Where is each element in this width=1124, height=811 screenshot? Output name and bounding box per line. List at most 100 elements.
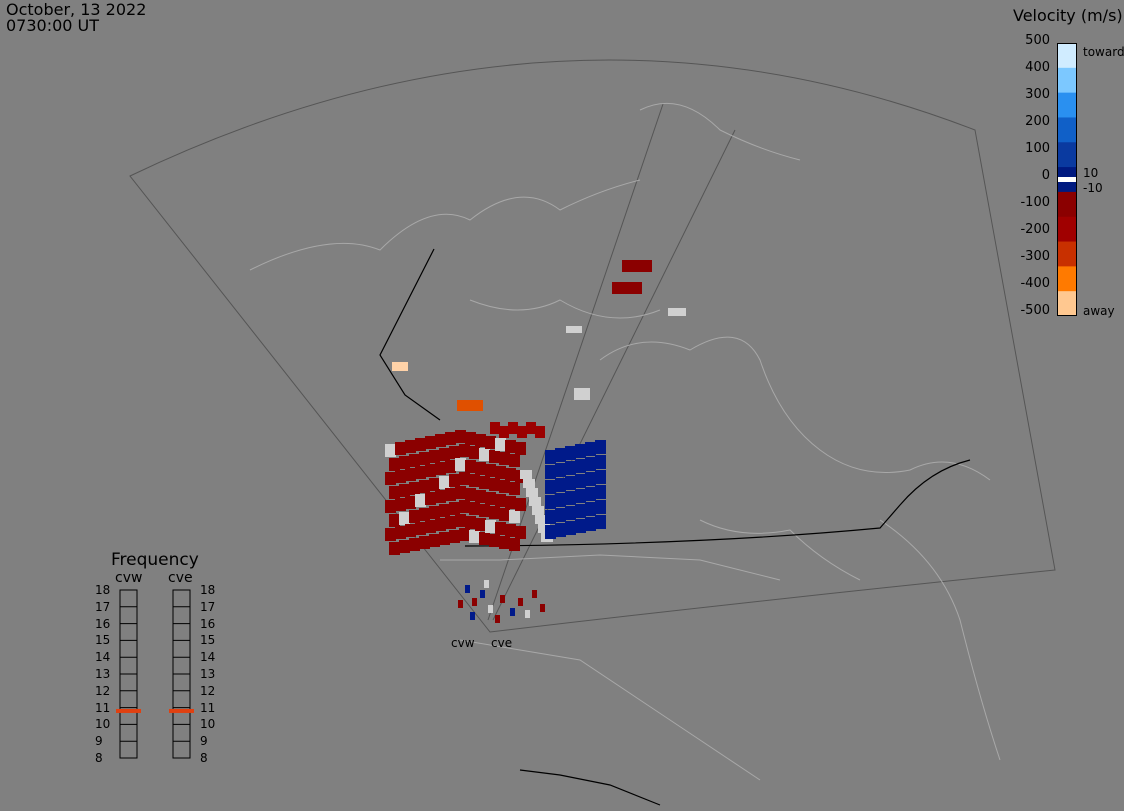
colorbar-tick-label: -500 [1020, 303, 1050, 318]
velocity-cell [475, 462, 486, 475]
frequency-title: Frequency [111, 550, 199, 570]
velocity-cell [459, 444, 470, 457]
colorbar-tick-label: 300 [1025, 87, 1050, 102]
frequency-level-right: 17 [200, 599, 216, 614]
velocity-cell [575, 474, 586, 488]
frequency-level-left: 8 [95, 751, 103, 765]
velocity-cell [595, 485, 606, 499]
velocity-cell [409, 454, 420, 467]
velocity-cell [585, 487, 596, 501]
velocity-cell [429, 478, 440, 491]
velocity-cell [520, 470, 532, 479]
velocity-cell [484, 580, 489, 588]
colorbar-frame [1057, 43, 1077, 316]
velocity-cell [435, 490, 446, 503]
velocity-cell [449, 446, 460, 459]
velocity-cell [439, 532, 450, 545]
velocity-cell [545, 465, 556, 479]
frequency-level-right: 13 [200, 667, 216, 681]
velocity-cell [574, 388, 590, 400]
frequency-level-right: 15 [200, 633, 216, 648]
velocity-cell [465, 585, 470, 593]
colorbar-segment [1057, 216, 1077, 243]
velocity-cell [472, 598, 477, 606]
velocity-cell [585, 457, 596, 471]
velocity-cell [495, 438, 506, 451]
velocity-cell [459, 500, 470, 513]
velocity-cell [555, 493, 566, 507]
velocity-cell [395, 470, 406, 483]
colorbar-tick-label: 200 [1025, 114, 1050, 129]
colorbar-tick-label: -300 [1020, 249, 1050, 264]
threshold-neg-label: -10 [1083, 181, 1103, 195]
velocity-cell [489, 478, 500, 491]
velocity-cell [429, 534, 440, 547]
velocity-cell [479, 532, 490, 545]
velocity-cell [435, 518, 446, 531]
frequency-level-left: 10 [95, 717, 111, 732]
coastlines [249, 102, 1001, 781]
velocity-cell [465, 432, 476, 445]
velocity-cell [555, 448, 566, 462]
velocity-cell [419, 508, 430, 521]
velocity-cell [585, 517, 596, 531]
velocity-cell [529, 497, 541, 506]
colorbar-tick-label: 400 [1025, 60, 1050, 75]
velocity-cell [499, 536, 510, 549]
velocity-cell [540, 604, 545, 612]
velocity-cell [425, 492, 436, 505]
colorbar-segment [1057, 43, 1077, 69]
velocity-cell [469, 446, 480, 459]
velocity-cell [575, 459, 586, 473]
velocity-cell [490, 422, 500, 434]
velocity-cell [565, 506, 576, 520]
velocity-cell [499, 508, 510, 521]
frequency-level-left: 13 [95, 667, 111, 681]
frequency-marker [169, 708, 194, 713]
velocity-cell [429, 506, 440, 519]
velocity-cell [555, 478, 566, 492]
velocity-cell [595, 500, 606, 514]
velocity-cell [499, 480, 510, 493]
velocity-cell [595, 455, 606, 469]
velocity-cell [419, 452, 430, 465]
velocity-cell [565, 491, 576, 505]
velocity-cell [585, 472, 596, 486]
velocity-cell [489, 450, 500, 463]
colorbar-segment [1057, 142, 1077, 168]
velocity-cell [575, 504, 586, 518]
velocity-cell [425, 520, 436, 533]
velocity-cell [425, 436, 436, 449]
velocity-cell [479, 476, 490, 489]
beam-lines [487, 103, 736, 621]
velocity-cell [509, 538, 520, 551]
frequency-level-right: 16 [200, 616, 216, 631]
velocity-cell [425, 464, 436, 477]
velocity-cell [465, 516, 476, 529]
frequency-level-left: 17 [95, 599, 111, 614]
frequency-panel [116, 589, 194, 759]
velocity-cell [470, 612, 475, 620]
velocity-cell [399, 512, 410, 525]
velocity-cell [565, 521, 576, 535]
velocity-cell [535, 426, 545, 438]
velocity-cell [469, 530, 480, 543]
velocity-cell [668, 308, 686, 316]
velocity-cell [526, 488, 538, 497]
velocity-cell [455, 458, 466, 471]
velocity-cell [526, 422, 536, 434]
velocity-cell [517, 426, 527, 438]
velocity-cell [612, 282, 642, 294]
velocity-cell [399, 484, 410, 497]
velocity-cell [565, 461, 576, 475]
velocity-cell [435, 462, 446, 475]
velocity-cell [475, 518, 486, 531]
frequency-marker [116, 708, 141, 713]
velocity-cell [405, 524, 416, 537]
velocity-cell [469, 474, 480, 487]
borders [379, 248, 971, 806]
velocity-colorbar [1057, 43, 1077, 316]
velocity-cell [532, 590, 537, 598]
velocity-cell [389, 458, 400, 471]
colorbar-segment [1057, 241, 1077, 267]
